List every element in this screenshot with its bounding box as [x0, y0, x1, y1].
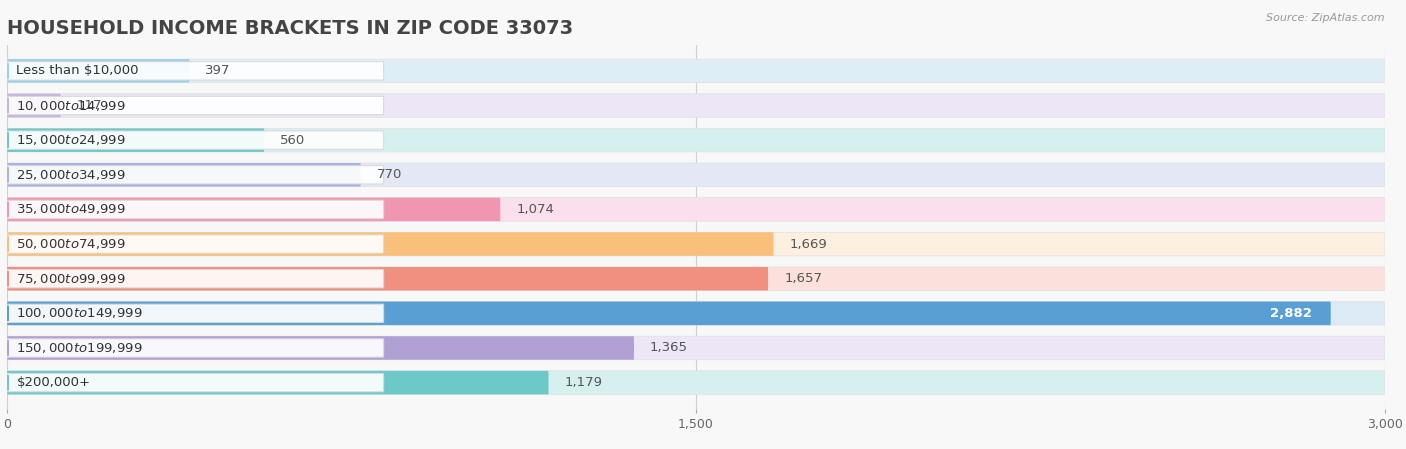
- FancyBboxPatch shape: [7, 128, 264, 152]
- FancyBboxPatch shape: [7, 97, 384, 114]
- Text: 1,669: 1,669: [790, 238, 827, 251]
- FancyBboxPatch shape: [7, 371, 1385, 394]
- Text: $75,000 to $99,999: $75,000 to $99,999: [17, 272, 127, 286]
- FancyBboxPatch shape: [7, 59, 190, 83]
- Text: HOUSEHOLD INCOME BRACKETS IN ZIP CODE 33073: HOUSEHOLD INCOME BRACKETS IN ZIP CODE 33…: [7, 19, 574, 38]
- FancyBboxPatch shape: [7, 336, 634, 360]
- Text: $25,000 to $34,999: $25,000 to $34,999: [17, 168, 127, 182]
- FancyBboxPatch shape: [7, 198, 1385, 221]
- Text: Less than $10,000: Less than $10,000: [17, 64, 139, 77]
- FancyBboxPatch shape: [7, 371, 548, 394]
- Text: $150,000 to $199,999: $150,000 to $199,999: [17, 341, 143, 355]
- Text: $200,000+: $200,000+: [17, 376, 90, 389]
- Text: 1,365: 1,365: [650, 342, 688, 354]
- Text: 117: 117: [77, 99, 103, 112]
- FancyBboxPatch shape: [7, 304, 384, 322]
- FancyBboxPatch shape: [7, 232, 773, 256]
- Text: 770: 770: [377, 168, 402, 181]
- FancyBboxPatch shape: [7, 198, 501, 221]
- FancyBboxPatch shape: [7, 302, 1385, 325]
- FancyBboxPatch shape: [7, 94, 60, 117]
- FancyBboxPatch shape: [7, 232, 1385, 256]
- FancyBboxPatch shape: [7, 269, 384, 288]
- Text: 1,179: 1,179: [565, 376, 603, 389]
- FancyBboxPatch shape: [7, 339, 384, 357]
- FancyBboxPatch shape: [7, 128, 1385, 152]
- Text: $15,000 to $24,999: $15,000 to $24,999: [17, 133, 127, 147]
- FancyBboxPatch shape: [7, 200, 384, 219]
- FancyBboxPatch shape: [7, 94, 1385, 117]
- Text: Source: ZipAtlas.com: Source: ZipAtlas.com: [1267, 13, 1385, 23]
- FancyBboxPatch shape: [7, 235, 384, 253]
- Text: 1,074: 1,074: [516, 203, 554, 216]
- FancyBboxPatch shape: [7, 302, 1330, 325]
- FancyBboxPatch shape: [7, 131, 384, 150]
- Text: $35,000 to $49,999: $35,000 to $49,999: [17, 202, 127, 216]
- Text: 1,657: 1,657: [785, 272, 823, 285]
- Text: $10,000 to $14,999: $10,000 to $14,999: [17, 98, 127, 113]
- FancyBboxPatch shape: [7, 267, 1385, 291]
- FancyBboxPatch shape: [7, 267, 768, 291]
- FancyBboxPatch shape: [7, 374, 384, 392]
- Text: 397: 397: [205, 64, 231, 77]
- FancyBboxPatch shape: [7, 163, 1385, 187]
- FancyBboxPatch shape: [7, 59, 1385, 83]
- FancyBboxPatch shape: [7, 336, 1385, 360]
- Text: $100,000 to $149,999: $100,000 to $149,999: [17, 306, 143, 320]
- Text: 560: 560: [280, 134, 305, 147]
- Text: $50,000 to $74,999: $50,000 to $74,999: [17, 237, 127, 251]
- FancyBboxPatch shape: [7, 163, 361, 187]
- FancyBboxPatch shape: [7, 166, 384, 184]
- Text: 2,882: 2,882: [1271, 307, 1312, 320]
- FancyBboxPatch shape: [7, 62, 384, 80]
